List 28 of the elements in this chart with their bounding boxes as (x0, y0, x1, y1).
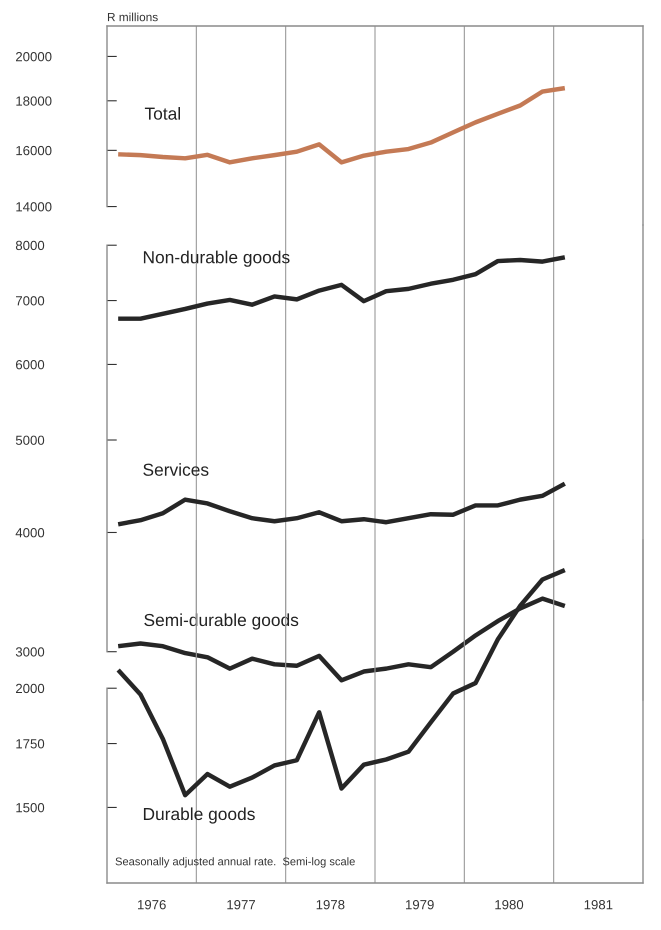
text: Total (144, 107, 180, 120)
legend-label: Durable goods (144, 807, 255, 824)
y-tick-label: 1750 (16, 739, 44, 748)
x-tick-label: 1979 (406, 900, 434, 910)
series-label: Semi-durable goods (144, 613, 298, 630)
y-tick-label: 8000 (16, 240, 44, 250)
series-label: Services (143, 463, 208, 476)
line-series (116, 568, 568, 798)
x-tick-label: 1978 (316, 900, 344, 910)
x-tick-label: 1976 (138, 900, 166, 910)
y-tick-label: 18000 (16, 96, 52, 106)
y-axis-title: R millions (108, 12, 158, 22)
y-tick-label: 4000 (16, 528, 44, 538)
y-tick-label: 20000 (16, 52, 52, 62)
x-tick-label: 1980 (495, 900, 524, 910)
y-tick-label: 5000 (16, 436, 44, 445)
x-tick-label: 1977 (227, 900, 256, 910)
y-tick-label: 6000 (16, 360, 44, 370)
y-tick-label: 1500 (16, 803, 44, 812)
y-tick-label: 3000 (16, 647, 44, 657)
y-tick-label: 2000 (16, 684, 44, 694)
x-tick-label: 1981 (584, 900, 612, 910)
line-series (116, 481, 568, 526)
series-label: Non-durable goods (144, 250, 290, 267)
y-tick-label: 16000 (16, 146, 52, 156)
annotation: Seasonally adjusted annual rate. Semi-log scale (116, 857, 355, 868)
y-tick-label: 7000 (16, 296, 44, 306)
y-tick-label: 14000 (16, 202, 52, 212)
